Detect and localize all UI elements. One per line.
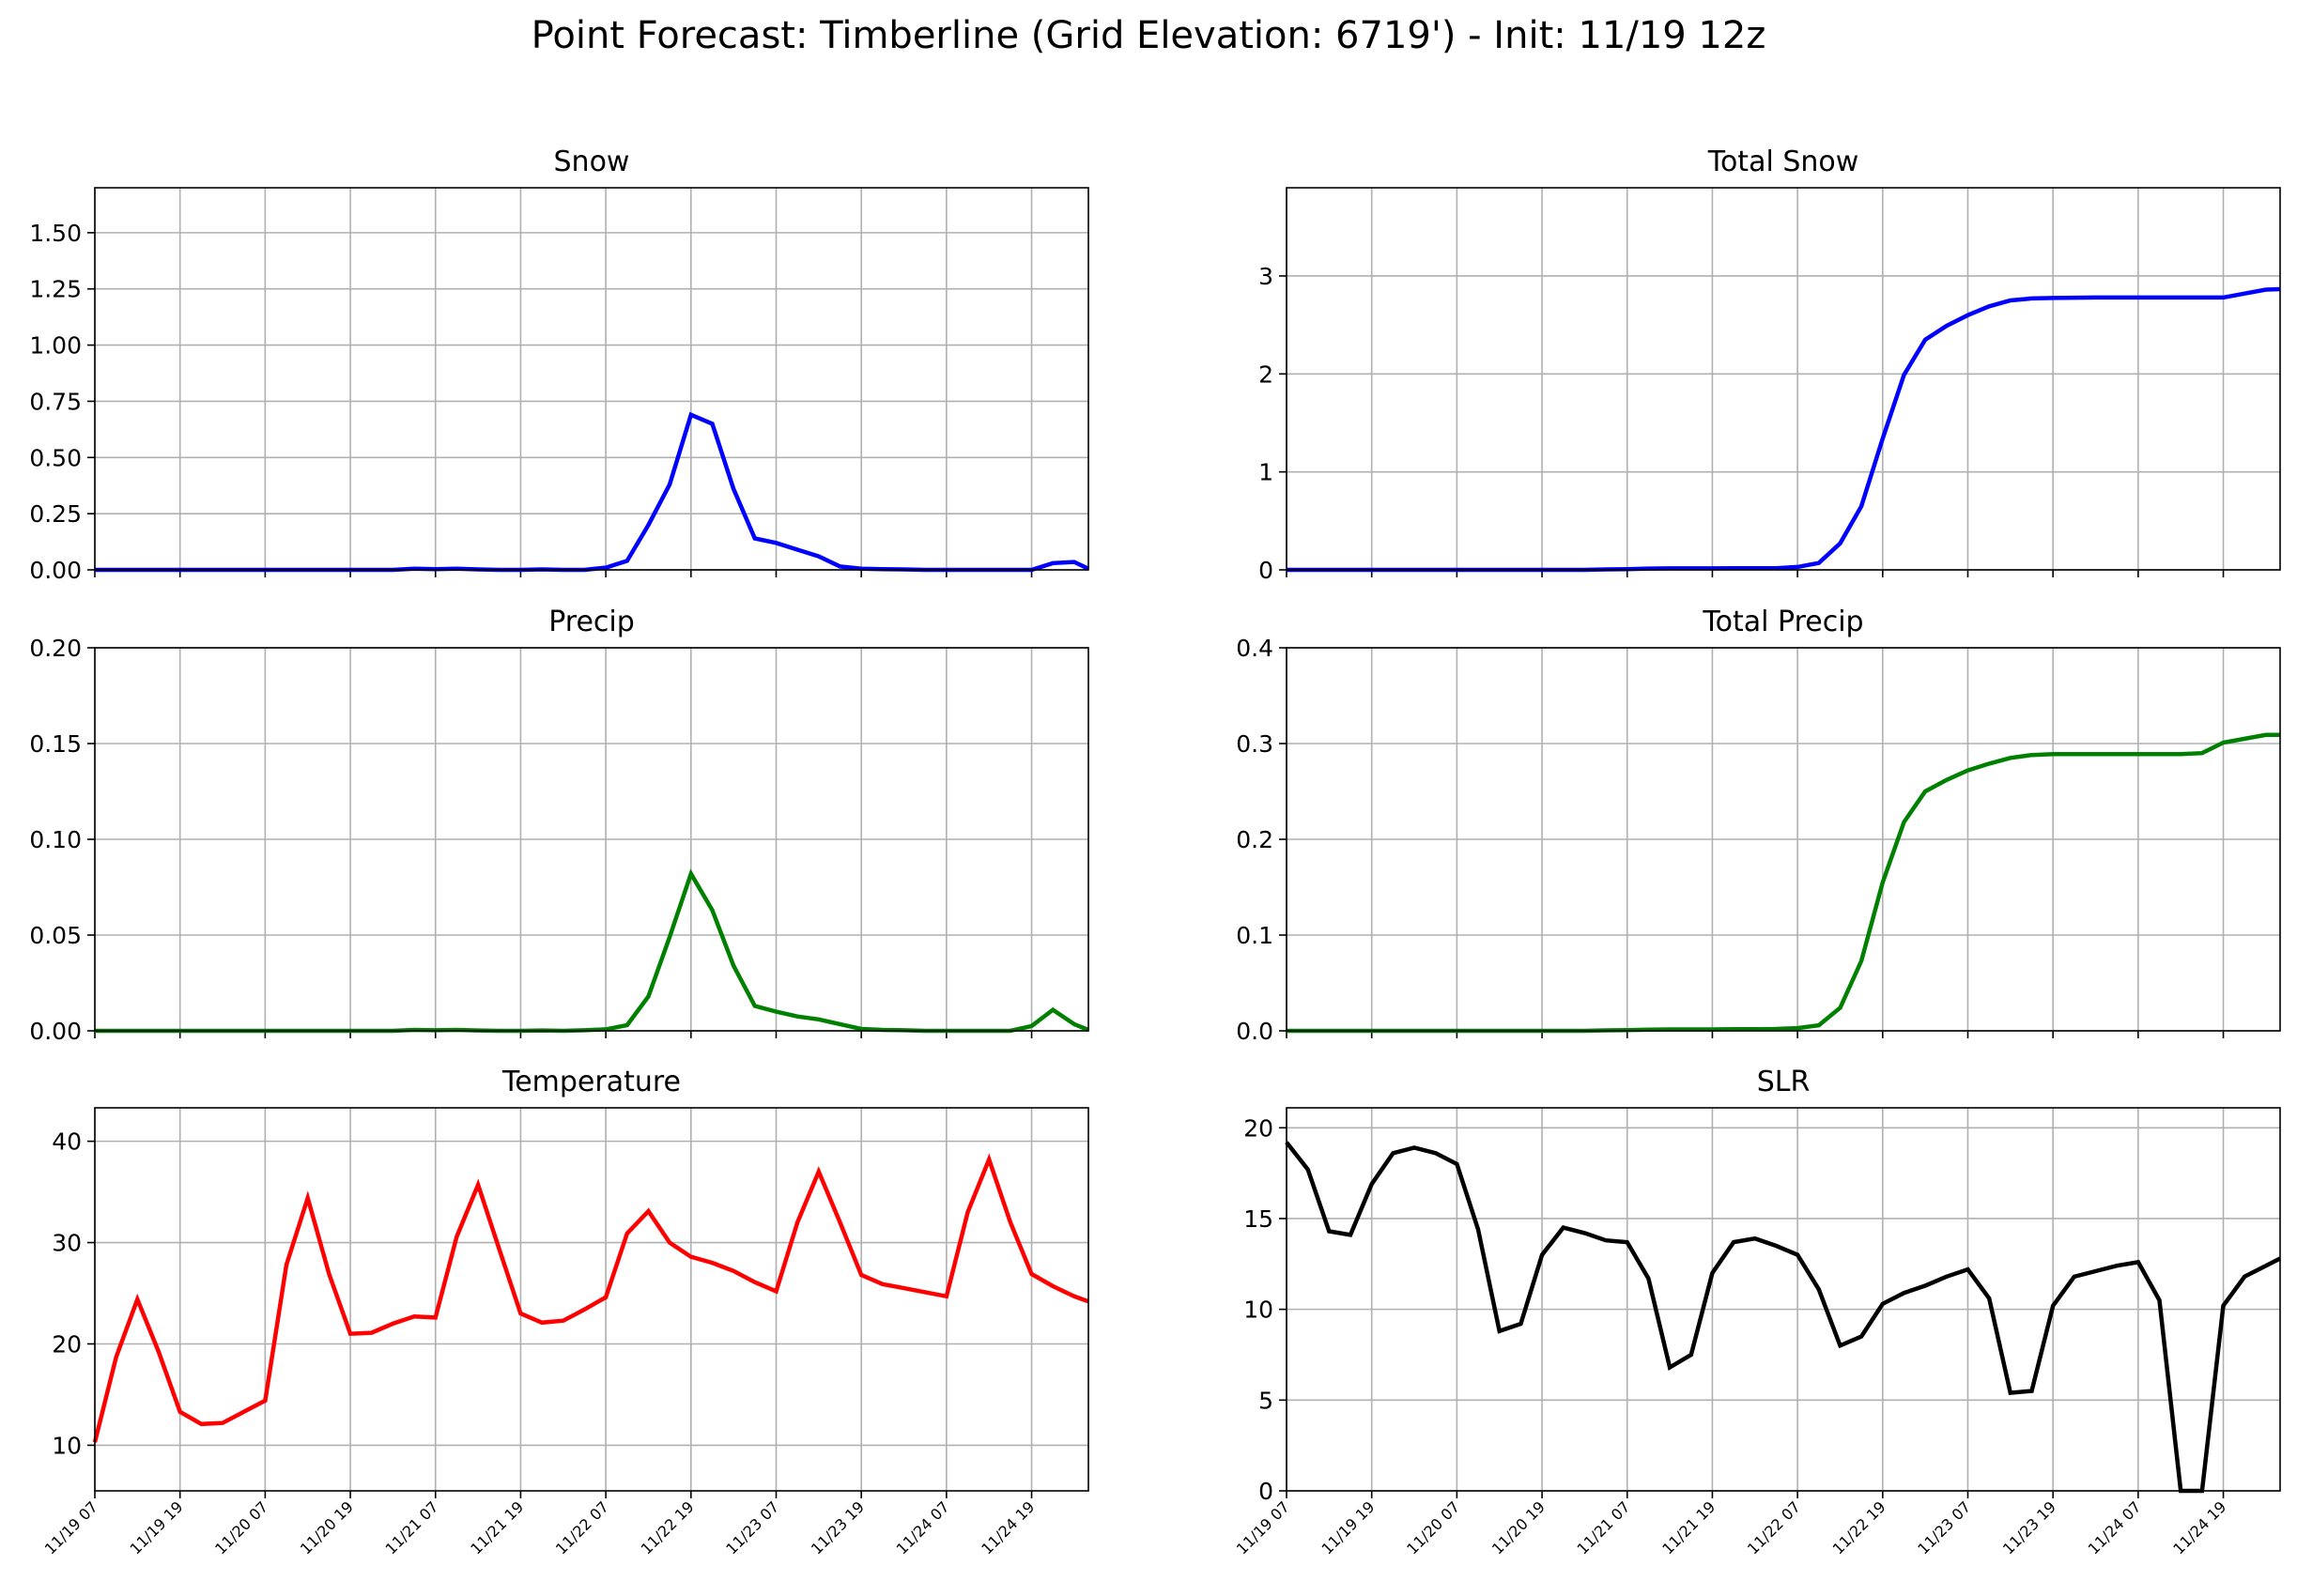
total-snow-series-line <box>1287 286 2281 573</box>
precip-ytick-label: 0.10 <box>29 826 82 853</box>
figure-title: Point Forecast: Timberline (Grid Elevati… <box>531 14 1766 57</box>
total-precip-ytick-label: 0.3 <box>1236 730 1273 758</box>
slr-xtick-label: 11/24 07 <box>2085 1497 2145 1558</box>
temperature-xtick-label: 11/21 07 <box>382 1497 442 1558</box>
precip-axes: Precip 0.00 0.05 0.10 0.15 0.20 <box>29 606 1089 1045</box>
total-precip-ytick-label: 0.1 <box>1236 922 1273 949</box>
slr-xtick-label: 11/23 07 <box>1914 1497 1974 1558</box>
snow-ytick-label: 1.00 <box>29 332 82 360</box>
snow-ytick-label: 1.50 <box>29 220 82 247</box>
snow-series-line <box>95 411 1089 573</box>
total-snow-title: Total Snow <box>1707 146 1859 178</box>
slr-xtick-label: 11/19 07 <box>1233 1497 1293 1558</box>
total-snow-ytick-label: 3 <box>1258 263 1273 290</box>
total-precip-title: Total Precip <box>1702 606 1863 638</box>
snow-title: Snow <box>554 146 630 178</box>
total-snow-ytick-label: 1 <box>1258 459 1273 486</box>
temperature-xtick-label: 11/23 19 <box>808 1497 868 1558</box>
snow-axes: Snow 0.00 0.25 0.50 0.75 1.00 1.25 1.50 <box>29 146 1089 584</box>
slr-series-line <box>1285 1141 2282 1494</box>
slr-xtick-label: 11/23 19 <box>1999 1497 2059 1558</box>
temperature-xtick-label: 11/24 07 <box>893 1497 953 1558</box>
snow-ytick-label: 0.75 <box>29 388 82 415</box>
precip-frame <box>94 647 1089 1032</box>
slr-xtick-label: 11/20 07 <box>1403 1497 1463 1558</box>
snow-ytick-label: 0.50 <box>29 444 82 471</box>
slr-xtick-label: 11/21 19 <box>1658 1497 1719 1558</box>
temperature-ytick-label: 40 <box>52 1128 82 1156</box>
snow-ytick-label: 1.25 <box>29 276 82 303</box>
slr-xtick-label: 11/22 19 <box>1829 1497 1889 1558</box>
precip-title: Precip <box>548 606 635 638</box>
temperature-xtick-label: 11/19 19 <box>126 1497 186 1558</box>
slr-title: SLR <box>1757 1066 1811 1098</box>
slr-xtick-label: 11/21 07 <box>1574 1497 1634 1558</box>
slr-ytick-label: 0 <box>1258 1478 1273 1505</box>
total-snow-axes: Total Snow 0 1 2 3 <box>1258 146 2281 584</box>
total-precip-frame <box>1286 647 2281 1032</box>
total-precip-ytick-label: 0.4 <box>1236 635 1273 662</box>
temperature-ytick-label: 10 <box>52 1432 82 1459</box>
snow-ytick-label: 0.25 <box>29 500 82 528</box>
temperature-xtick-label: 11/21 19 <box>467 1497 527 1558</box>
temperature-xtick-label: 11/23 07 <box>722 1497 782 1558</box>
total-snow-ytick-label: 0 <box>1258 557 1273 584</box>
total-precip-axes: Total Precip 0.0 0.1 0.2 0.3 0.4 <box>1236 606 2281 1045</box>
slr-frame <box>1286 1107 2281 1492</box>
total-precip-series-line <box>1287 732 2280 1034</box>
temperature-xtick-label: 11/22 19 <box>638 1497 698 1558</box>
precip-ytick-label: 0.20 <box>29 635 82 662</box>
temperature-xtick-label: 11/24 19 <box>978 1497 1038 1558</box>
temperature-axes: Temperature 11/19 07 11/19 19 11/20 07 11/20… <box>41 1066 1089 1558</box>
snow-frame <box>94 187 1089 571</box>
temperature-ytick-label: 30 <box>52 1230 82 1257</box>
precip-series-line <box>95 868 1089 1034</box>
precip-ytick-label: 0.15 <box>29 730 82 758</box>
precip-ytick-label: 0.00 <box>29 1018 82 1045</box>
total-precip-ytick-label: 0.2 <box>1236 826 1273 853</box>
temperature-xtick-label: 11/20 07 <box>211 1497 271 1558</box>
temperature-xtick-label: 11/20 19 <box>297 1497 357 1558</box>
temperature-series-line <box>92 1153 1089 1443</box>
temperature-xtick-label: 11/22 07 <box>552 1497 612 1558</box>
slr-xtick-label: 11/22 07 <box>1744 1497 1804 1558</box>
temperature-title: Temperature <box>501 1066 681 1098</box>
slr-ytick-label: 20 <box>1243 1114 1273 1142</box>
snow-ytick-label: 0.00 <box>29 557 82 584</box>
slr-ytick-label: 15 <box>1243 1205 1273 1233</box>
temperature-frame <box>94 1107 1089 1492</box>
slr-xtick-label: 11/19 19 <box>1318 1497 1378 1558</box>
slr-xtick-label: 11/24 19 <box>2169 1497 2229 1558</box>
slr-xtick-label: 11/20 19 <box>1488 1497 1549 1558</box>
total-snow-ytick-label: 2 <box>1258 361 1273 388</box>
slr-axes: SLR 11/19 07 11/19 19 11/20 07 11/20 19 11/21… <box>1233 1066 2282 1558</box>
temperature-ytick-label: 20 <box>52 1330 82 1358</box>
precip-ytick-label: 0.05 <box>29 922 82 949</box>
total-snow-frame <box>1286 187 2281 571</box>
total-precip-ytick-label: 0.0 <box>1236 1018 1273 1045</box>
temperature-xtick-label: 11/19 07 <box>41 1497 101 1558</box>
slr-ytick-label: 10 <box>1243 1297 1273 1324</box>
slr-ytick-label: 5 <box>1258 1387 1273 1414</box>
